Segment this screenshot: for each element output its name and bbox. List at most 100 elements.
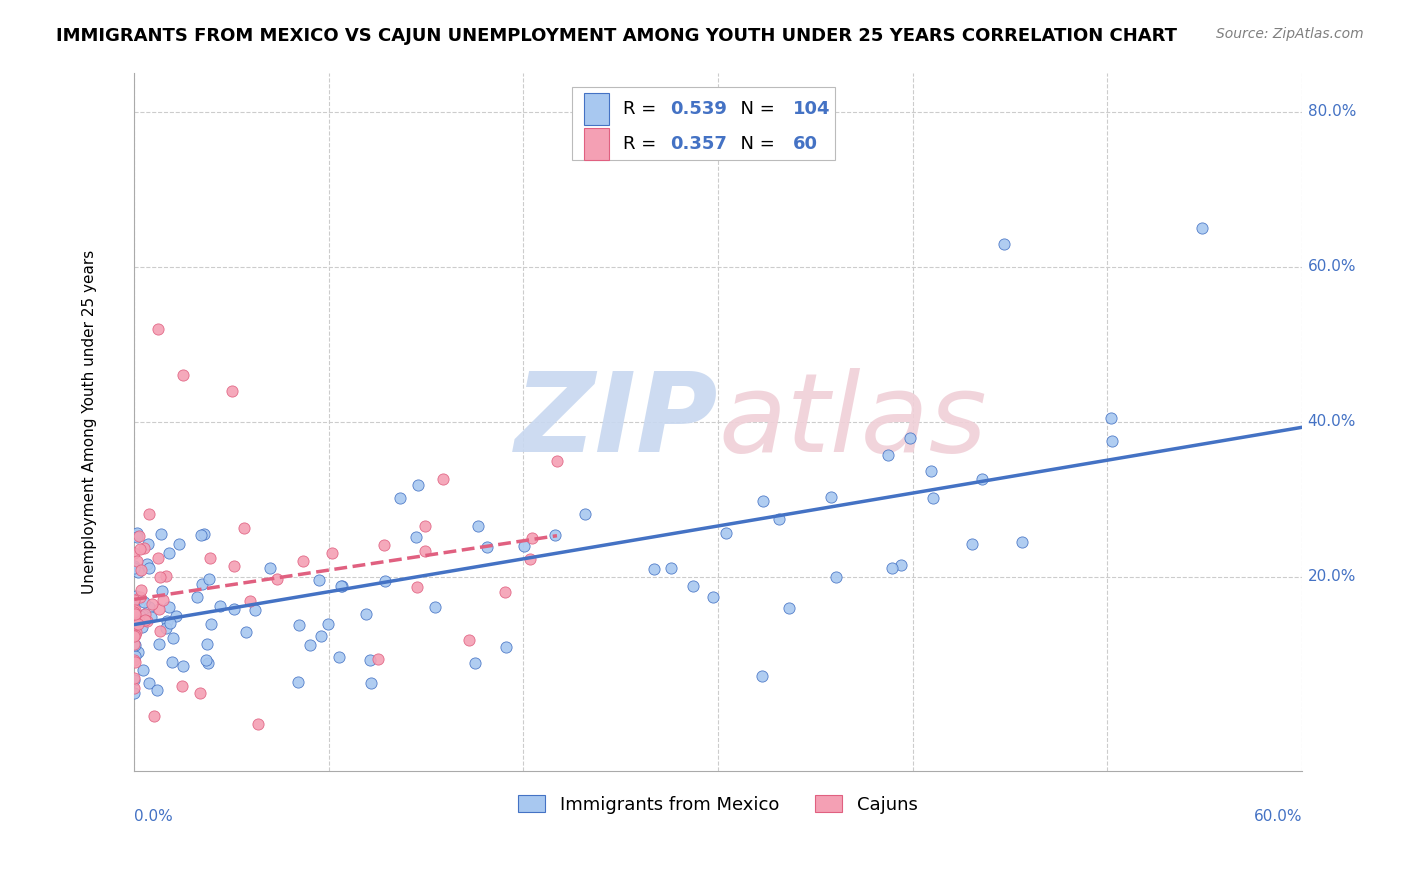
Point (129, 590, 152, 604)
Point (135, 558, 157, 572)
Text: 60: 60 (793, 135, 818, 153)
Point (146, 322, 169, 336)
Point (287, 617, 309, 632)
Text: 40.0%: 40.0% (1308, 415, 1357, 429)
Point (198, 572, 221, 586)
Point (200, 551, 222, 566)
Point (138, 561, 160, 575)
Point (495, 640, 517, 654)
Point (318, 617, 340, 632)
Point (233, 521, 256, 535)
Point (972, 472, 994, 486)
Point (195, 637, 218, 651)
Point (122, 638, 145, 652)
Point (243, 603, 266, 617)
Point (495, 584, 517, 599)
Point (186, 590, 208, 604)
Point (247, 717, 270, 731)
Point (209, 599, 232, 614)
Point (122, 681, 145, 695)
Point (519, 551, 541, 566)
Point (574, 508, 596, 522)
Point (751, 494, 773, 508)
Point (330, 578, 353, 592)
Point (172, 679, 194, 693)
Point (197, 656, 219, 670)
Point (124, 637, 146, 651)
Text: 0.539: 0.539 (671, 100, 727, 118)
Point (134, 613, 156, 627)
Point (520, 531, 543, 545)
Point (388, 491, 411, 506)
Point (138, 600, 160, 615)
Text: Source: ZipAtlas.com: Source: ZipAtlas.com (1216, 27, 1364, 41)
Text: 0.0%: 0.0% (134, 809, 173, 824)
Point (309, 629, 332, 643)
Point (825, 570, 848, 584)
Point (408, 478, 430, 492)
Point (239, 594, 262, 608)
Point (882, 561, 904, 575)
Point (1191, 221, 1213, 235)
Point (148, 602, 170, 616)
Point (714, 526, 737, 541)
Point (127, 644, 149, 658)
Text: R =: R = (623, 135, 662, 153)
Point (124, 638, 146, 652)
Point (127, 617, 149, 632)
Point (127, 565, 149, 579)
Text: N =: N = (728, 100, 780, 118)
Point (190, 528, 212, 542)
Point (157, 600, 180, 615)
Point (321, 546, 343, 560)
Point (778, 601, 800, 615)
Point (406, 580, 429, 594)
Point (467, 518, 489, 533)
Point (134, 594, 156, 608)
FancyBboxPatch shape (583, 128, 609, 160)
Point (195, 653, 218, 667)
Point (1101, 434, 1123, 448)
Point (150, 583, 173, 598)
Point (149, 527, 172, 541)
Point (898, 431, 921, 445)
Point (920, 464, 942, 478)
Text: 60.0%: 60.0% (1308, 260, 1357, 275)
Point (122, 605, 145, 619)
Point (702, 590, 724, 604)
Point (125, 624, 148, 639)
Point (122, 561, 145, 575)
Point (413, 544, 436, 558)
Point (124, 656, 146, 670)
Point (134, 607, 156, 621)
Point (139, 609, 162, 624)
Point (200, 617, 222, 632)
Text: 104: 104 (793, 100, 831, 118)
Point (148, 550, 170, 565)
Point (124, 625, 146, 640)
Text: IMMIGRANTS FROM MEXICO VS CAJUN UNEMPLOYMENT AMONG YOUTH UNDER 25 YEARS CORRELAT: IMMIGRANTS FROM MEXICO VS CAJUN UNEMPLOY… (56, 27, 1177, 45)
Point (131, 620, 153, 634)
Text: 60.0%: 60.0% (1253, 809, 1302, 824)
Point (432, 472, 454, 486)
Text: 20.0%: 20.0% (1308, 569, 1357, 584)
Point (172, 658, 194, 673)
Point (136, 537, 159, 551)
Point (165, 609, 187, 624)
Point (128, 541, 150, 556)
Point (124, 607, 146, 622)
Point (152, 593, 174, 607)
Point (131, 563, 153, 577)
Point (125, 525, 148, 540)
Text: Unemployment Among Youth under 25 years: Unemployment Among Youth under 25 years (83, 250, 97, 594)
Point (129, 582, 152, 597)
Point (159, 546, 181, 560)
Point (328, 650, 350, 665)
Point (122, 558, 145, 573)
Point (143, 709, 166, 723)
Point (768, 512, 790, 526)
Point (298, 638, 321, 652)
Point (877, 448, 900, 462)
Point (122, 629, 145, 643)
Point (122, 671, 145, 685)
